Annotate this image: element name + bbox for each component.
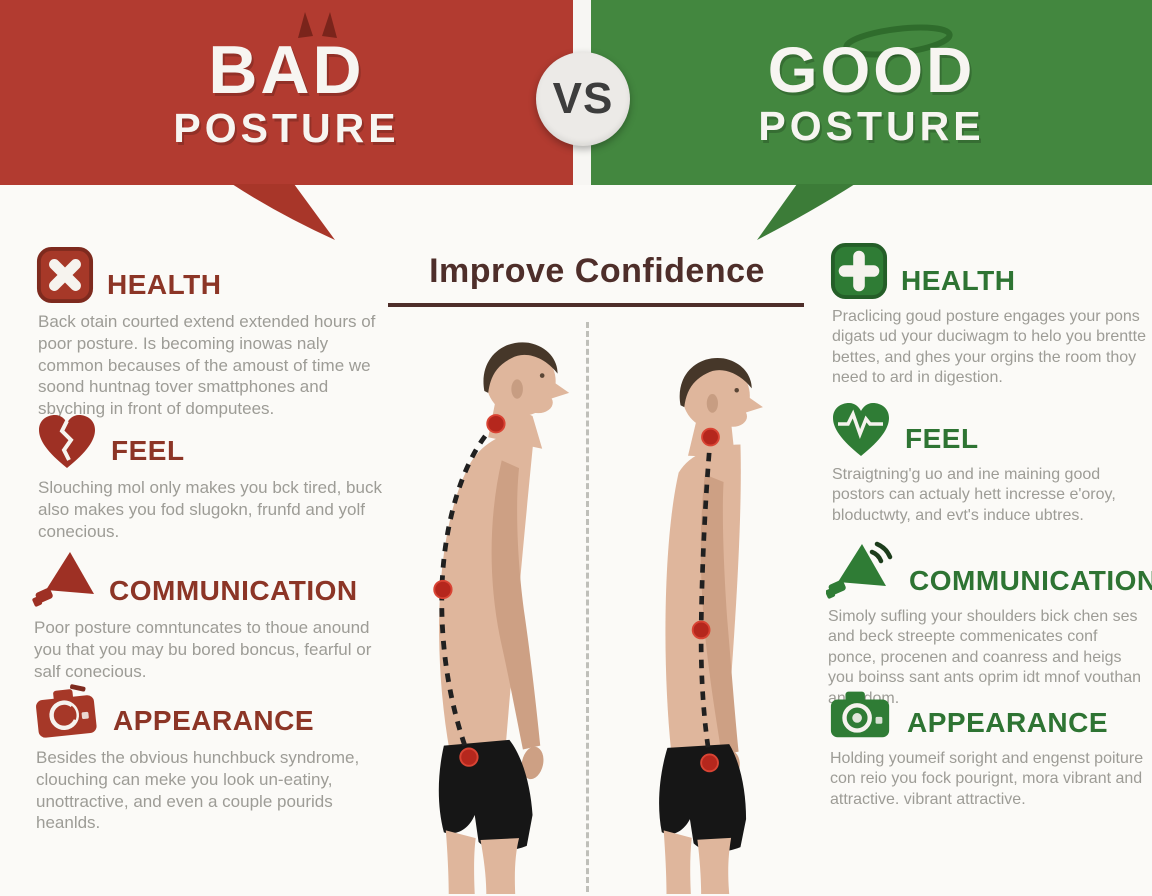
bad-appearance-body: Besides the obvious hunchbuck syndrome, … — [36, 748, 360, 833]
bad-spine-line — [439, 422, 498, 759]
bad-appearance-section: APPEARANCE Besides the obvious hunchbuck… — [34, 684, 390, 834]
good-communication-title: COMMUNICATION — [909, 565, 1152, 596]
vs-label: VS — [552, 74, 614, 123]
good-communication-section: COMMUNICATION Simoly sufling your should… — [825, 538, 1152, 709]
camera-icon — [828, 686, 894, 742]
good-feel-section: FEEL Straigtning'g uo and ine maining go… — [830, 402, 1152, 526]
good-health-section: HEALTH Praclicing goud posture engages y… — [830, 242, 1152, 389]
good-banner-subtitle: POSTURE — [758, 103, 985, 149]
improve-confidence-heading: Improve Confidence — [429, 252, 765, 290]
bad-health-body: Back otain courted extend extended hours… — [38, 312, 376, 418]
halo-icon — [843, 24, 953, 58]
posture-marker-dot — [691, 620, 711, 640]
bad-banner-title: BAD — [208, 32, 365, 108]
megaphone-icon — [32, 550, 96, 610]
good-feel-title: FEEL — [905, 423, 979, 454]
bad-communication-title: COMMUNICATION — [109, 575, 358, 606]
bad-communication-section: COMMUNICATION Poor posture comntuncates … — [32, 550, 388, 682]
posture-marker-dot — [486, 414, 506, 434]
bad-posture-banner: BAD POSTURE — [0, 0, 573, 185]
bad-feel-body: Slouching mol only makes you bck tired, … — [38, 478, 382, 541]
good-posture-banner: GOOD POSTURE — [591, 0, 1152, 185]
good-communication-body: Simoly sufling your shoulders bick chen … — [828, 608, 1142, 707]
posture-marker-dot — [459, 747, 479, 767]
good-appearance-body: Holding youmeif soright and engenst poit… — [830, 750, 1144, 808]
bad-banner-subtitle: POSTURE — [173, 105, 400, 151]
bad-health-title: HEALTH — [107, 269, 222, 300]
bad-feel-title: FEEL — [111, 435, 185, 466]
vs-badge: VS — [536, 52, 630, 146]
good-banner-title: GOOD — [767, 34, 976, 106]
bad-banner-tail — [232, 184, 335, 240]
good-health-body: Praclicing goud posture engages your pon… — [832, 308, 1146, 387]
devil-horns-icon — [298, 12, 337, 38]
bad-feel-section: FEEL Slouching mol only makes you bck ti… — [36, 414, 392, 542]
good-posture-figure-image — [659, 357, 763, 894]
good-feel-body: Straigtning'g uo and ine maining good po… — [832, 466, 1116, 524]
posture-marker-dot — [433, 579, 453, 600]
good-appearance-section: APPEARANCE Holding youmeif soright and e… — [828, 686, 1150, 810]
broken-heart-icon — [36, 414, 98, 470]
heading-underline — [388, 303, 804, 307]
good-banner-tail — [757, 184, 855, 240]
plus-cross-icon — [830, 242, 888, 300]
bad-communication-body: Poor posture comntuncates to thoue anoun… — [34, 618, 372, 681]
bad-posture-figure-image — [433, 342, 570, 894]
posture-marker-dot — [700, 753, 719, 773]
photo-divider-line — [586, 322, 589, 892]
camera-icon — [34, 684, 100, 740]
good-appearance-title: APPEARANCE — [907, 707, 1109, 738]
good-health-title: HEALTH — [901, 265, 1016, 296]
posture-marker-dot — [701, 427, 720, 447]
bad-health-section: HEALTH Back otain courted extend extende… — [36, 246, 392, 420]
bad-appearance-title: APPEARANCE — [113, 705, 315, 736]
megaphone-waves-icon — [825, 538, 896, 600]
heartbeat-heart-icon — [830, 402, 892, 458]
x-cross-icon — [36, 246, 94, 304]
